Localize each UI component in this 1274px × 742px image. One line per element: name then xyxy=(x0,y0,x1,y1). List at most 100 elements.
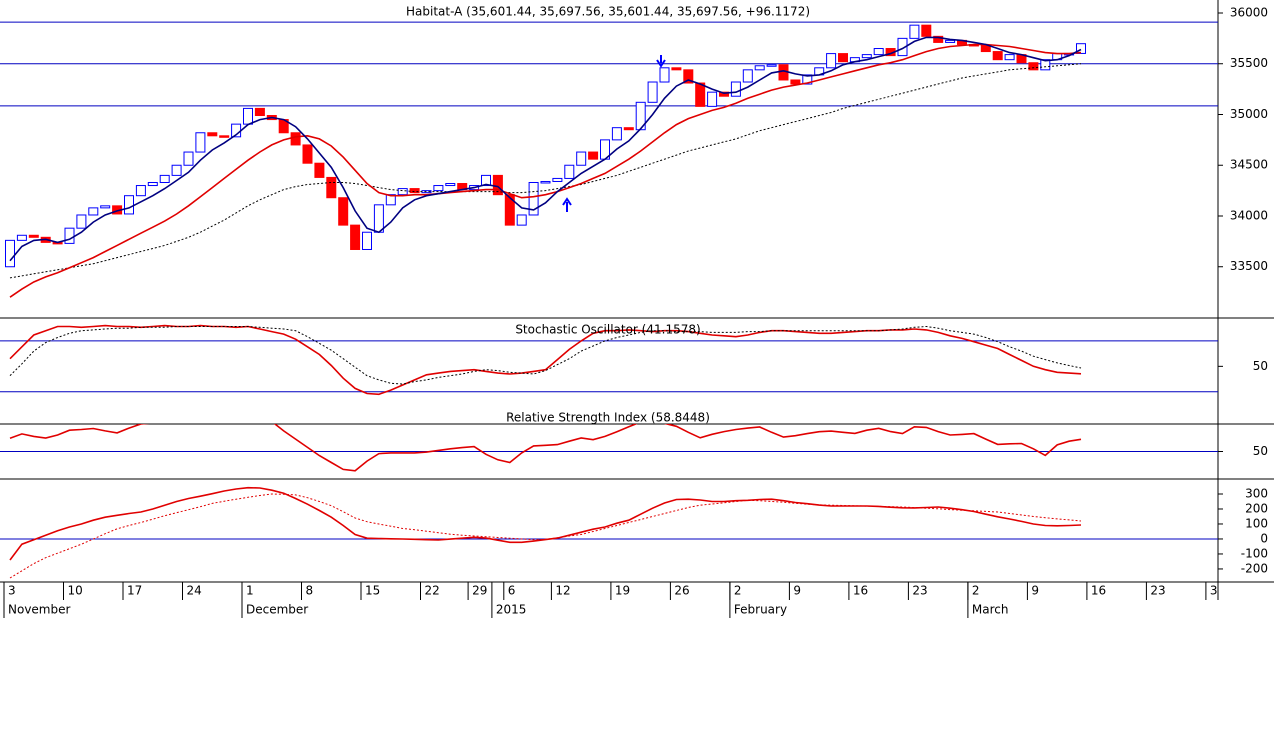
panel xyxy=(0,424,1218,472)
x-tick-label: 15 xyxy=(365,584,380,598)
y-tick-label: 0 xyxy=(1260,531,1268,545)
month-label: 2015 xyxy=(496,603,527,617)
candle xyxy=(64,227,75,244)
candle xyxy=(100,205,111,209)
x-tick-label: 2 xyxy=(972,584,980,598)
candle xyxy=(362,231,372,250)
panel xyxy=(0,21,1218,298)
indicator-line xyxy=(9,36,1082,262)
candle xyxy=(611,127,622,141)
candle xyxy=(802,74,813,85)
candle xyxy=(1040,59,1051,71)
candle xyxy=(207,132,218,137)
candle xyxy=(290,132,301,146)
y-tick-label: 300 xyxy=(1245,486,1268,500)
candle xyxy=(397,188,408,196)
candle xyxy=(445,183,456,187)
candle xyxy=(338,197,349,226)
plot-layer: 33500 34000 34500 35000 35500 36000 50 50 300200… xyxy=(0,5,1268,618)
candle xyxy=(945,39,956,43)
candle xyxy=(707,91,718,107)
indicator-line xyxy=(9,63,1082,279)
x-tick-label: 23 xyxy=(912,584,927,598)
x-tick-label: 9 xyxy=(1031,584,1039,598)
y-tick-label: 35500 xyxy=(1230,56,1268,70)
candle xyxy=(576,151,587,166)
candle xyxy=(243,107,253,125)
candle xyxy=(695,82,706,107)
candle xyxy=(766,64,777,67)
y-tick-label: 50 xyxy=(1253,359,1268,373)
candle xyxy=(219,135,230,138)
candle xyxy=(861,54,872,59)
x-tick-label: 26 xyxy=(674,584,689,598)
candle xyxy=(719,91,729,97)
x-tick-label: 6 xyxy=(508,584,516,598)
candle xyxy=(350,224,361,250)
candle xyxy=(647,81,658,103)
candle xyxy=(28,234,39,238)
y-tick-label: -100 xyxy=(1241,546,1268,560)
x-tick-label: 3 xyxy=(1210,584,1218,598)
candle xyxy=(124,195,134,215)
candle xyxy=(314,162,325,178)
candle xyxy=(671,67,682,71)
x-tick-label: 29 xyxy=(472,584,487,598)
candle xyxy=(588,151,599,160)
month-label: February xyxy=(734,603,787,617)
indicator-line xyxy=(9,493,1082,579)
x-tick-label: 19 xyxy=(615,584,630,598)
candle xyxy=(897,37,908,57)
candle xyxy=(564,164,575,179)
candle xyxy=(754,65,765,71)
indicator-line xyxy=(9,43,1082,298)
y-tick-label: 35000 xyxy=(1230,107,1268,121)
candle xyxy=(159,174,170,183)
candle xyxy=(980,44,991,53)
candle xyxy=(528,181,539,216)
x-tick-label: 2 xyxy=(734,584,742,598)
candle xyxy=(540,180,551,184)
candle xyxy=(481,174,491,187)
candle xyxy=(183,151,194,166)
candle xyxy=(933,35,944,43)
candle xyxy=(742,69,753,83)
y-tick-label: 33500 xyxy=(1230,259,1268,273)
candle xyxy=(659,67,670,83)
candle xyxy=(1028,62,1039,71)
y-tick-label: -200 xyxy=(1241,561,1268,575)
candle xyxy=(1076,43,1086,54)
candle xyxy=(302,144,313,164)
candle xyxy=(433,185,444,192)
candle xyxy=(790,79,801,85)
indicator-line xyxy=(9,325,1082,385)
chart-title: Habitat-A (35,601.44, 35,697.56, 35,601.… xyxy=(406,5,810,19)
candle xyxy=(385,194,396,206)
panel-title: Relative Strength Index (58.8448) xyxy=(506,411,710,425)
candle xyxy=(135,185,146,197)
x-tick-label: 3 xyxy=(8,584,16,598)
candle xyxy=(552,177,563,182)
y-tick-label: 100 xyxy=(1245,516,1268,530)
candle xyxy=(171,164,182,176)
month-label: November xyxy=(8,603,70,617)
candle xyxy=(504,194,515,226)
x-tick-label: 8 xyxy=(306,584,314,598)
candle xyxy=(683,69,694,84)
sell-arrow xyxy=(656,55,666,68)
candle xyxy=(88,207,99,216)
candle xyxy=(254,107,265,117)
candle xyxy=(826,53,837,69)
candle xyxy=(992,51,1003,61)
buy-arrow xyxy=(562,197,572,212)
x-tick-label: 1 xyxy=(246,584,254,598)
x-tick-label: 23 xyxy=(1150,584,1165,598)
candle xyxy=(409,188,420,194)
candle xyxy=(730,81,741,97)
y-tick-label: 50 xyxy=(1253,444,1268,458)
x-tick-label: 16 xyxy=(1091,584,1106,598)
indicator-line xyxy=(9,424,1082,472)
month-label: March xyxy=(972,603,1009,617)
candle xyxy=(909,24,920,39)
